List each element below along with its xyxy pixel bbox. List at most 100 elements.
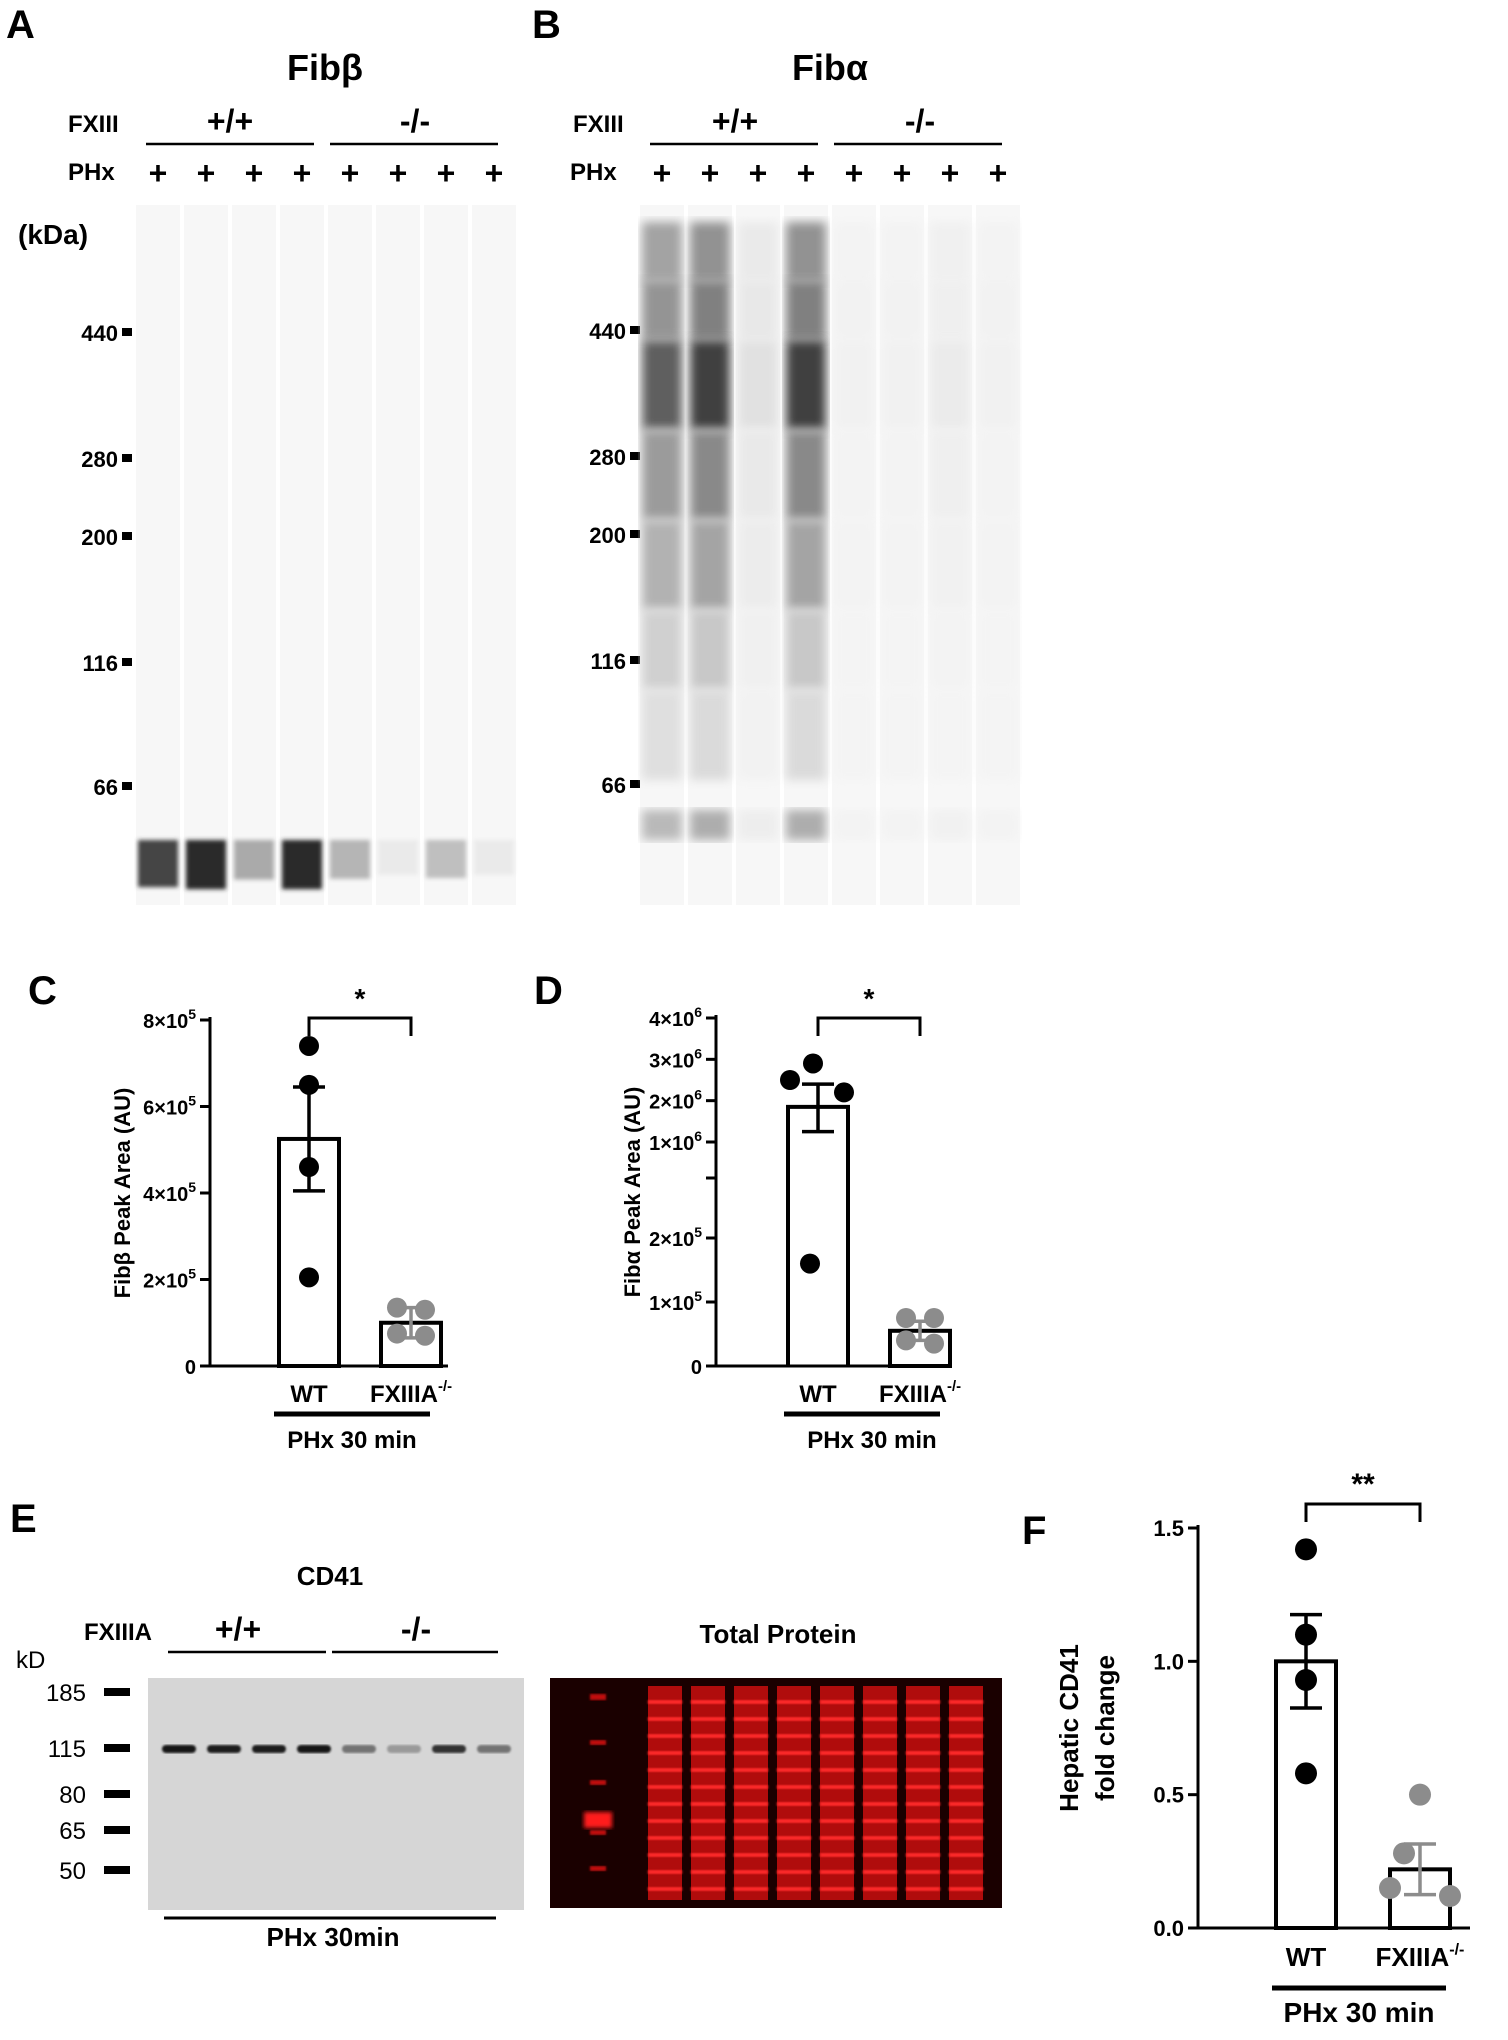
gel-smear [978, 810, 1018, 840]
gel-smear [978, 520, 1018, 610]
panel-letter-e: E [10, 1497, 37, 1541]
total-protein-lane [691, 1686, 725, 1900]
lane-plus: + [389, 155, 408, 191]
total-protein-band [863, 1819, 897, 1823]
gel-smear [882, 520, 922, 610]
row-label-fxiii: FXIII [68, 111, 119, 138]
row-label-fxiii: FXIII [573, 111, 624, 138]
total-protein-band [691, 1700, 725, 1704]
ladder-band [590, 1780, 606, 1785]
group-label-wt: +/+ [712, 103, 758, 139]
lane-plus: + [701, 155, 720, 191]
x-category-label: WT [1286, 1942, 1327, 1972]
total-protein-band [777, 1700, 811, 1704]
y-axis-label: Hepatic CD41 [1054, 1644, 1084, 1812]
total-protein-band [906, 1700, 940, 1704]
gel-smear [642, 430, 682, 520]
total-protein-band [949, 1734, 983, 1738]
y-tick-label: 0.0 [1153, 1916, 1184, 1941]
lane-plus: + [341, 155, 360, 191]
data-point [1295, 1538, 1317, 1561]
gel-smear [738, 340, 778, 430]
total-protein-band [777, 1734, 811, 1738]
data-point [896, 1330, 916, 1351]
gel-title-fiba: Fibα [792, 47, 868, 88]
y-tick-label: 1×106 [649, 1128, 702, 1155]
gel-title-fibb: Fibβ [287, 47, 363, 88]
data-point [803, 1053, 823, 1074]
gel-lane [328, 205, 372, 905]
mw-marker-tick [104, 1866, 130, 1874]
total-protein-band [949, 1751, 983, 1755]
total-protein-band [863, 1700, 897, 1704]
lane-signs: + + + + + + + + [149, 155, 504, 191]
data-point [299, 1267, 319, 1288]
gel-band [330, 840, 370, 879]
total-protein-band [906, 1836, 940, 1840]
gel-smear [786, 340, 826, 430]
panel-letter-d: D [534, 969, 563, 1013]
gel-smear [834, 610, 874, 690]
panel-e: E CD41 Total Protein FXIIIA +/+ -/- kD 1… [10, 1497, 1002, 1952]
gel-lanes-fiba [640, 205, 1020, 905]
data-point [299, 1035, 319, 1056]
x-category-label: WT [290, 1381, 328, 1408]
cd41-band [342, 1745, 376, 1753]
gel-smear [642, 690, 682, 780]
total-protein-band [906, 1802, 940, 1806]
y-tick-label: 2×105 [649, 1224, 702, 1251]
total-protein-band [691, 1887, 725, 1891]
total-protein-band [734, 1717, 768, 1721]
mw-marker-label: 185 [46, 1680, 86, 1707]
gel-smear [930, 520, 970, 610]
gel-smear [834, 520, 874, 610]
data-point [834, 1082, 854, 1103]
gel-smear [930, 340, 970, 430]
total-protein-band [777, 1768, 811, 1772]
total-protein-band [863, 1768, 897, 1772]
gel-smear [930, 690, 970, 780]
y-tick-label: 0 [185, 1357, 196, 1379]
total-protein-lanes [584, 1686, 983, 1900]
mw-marker-tick [104, 1826, 130, 1834]
ladder-band [590, 1740, 606, 1745]
total-protein-band [648, 1768, 682, 1772]
y-axis-label: Fibβ Peak Area (AU) [110, 1088, 135, 1299]
gel-lane [184, 205, 228, 905]
total-protein-band [777, 1802, 811, 1806]
panel-a: A Fibβ FXIII PHx +/+ -/- + + + + + + + + (kDa) … [6, 3, 516, 905]
gel-lane [136, 205, 180, 905]
ladder-band [590, 1830, 606, 1835]
total-protein-band [734, 1887, 768, 1891]
x-category-label: WT [799, 1381, 837, 1408]
lane-plus: + [989, 155, 1008, 191]
panel-letter-b: B [532, 3, 561, 47]
total-protein-lane [734, 1686, 768, 1900]
total-protein-band [691, 1751, 725, 1755]
total-protein-band [863, 1717, 897, 1721]
total-protein-band [863, 1870, 897, 1874]
total-protein-band [734, 1836, 768, 1840]
total-protein-band [734, 1700, 768, 1704]
lane-plus: + [893, 155, 912, 191]
total-protein-band [648, 1734, 682, 1738]
gel-smear [930, 610, 970, 690]
total-protein-band [648, 1819, 682, 1823]
gel-smear [642, 222, 682, 282]
data-point [1393, 1842, 1415, 1865]
gel-smear [690, 520, 730, 610]
total-protein-band [820, 1836, 854, 1840]
total-protein-band [949, 1870, 983, 1874]
y-tick-label: 0 [691, 1357, 702, 1379]
gel-smear [834, 340, 874, 430]
y-tick-label: 2×105 [143, 1266, 196, 1293]
cd41-blot [148, 1678, 524, 1910]
cd41-band [207, 1745, 241, 1753]
x-axis-label: PHx 30 min [1284, 1997, 1435, 2028]
total-protein-band [863, 1785, 897, 1789]
total-protein-lane [949, 1686, 983, 1900]
total-protein-band [734, 1853, 768, 1857]
panel-c: C 0 2×105 4×105 6×105 8×105 Fibβ Peak Area (A… [28, 969, 452, 1454]
total-protein-band [906, 1870, 940, 1874]
mw-marker-tick [630, 780, 640, 788]
